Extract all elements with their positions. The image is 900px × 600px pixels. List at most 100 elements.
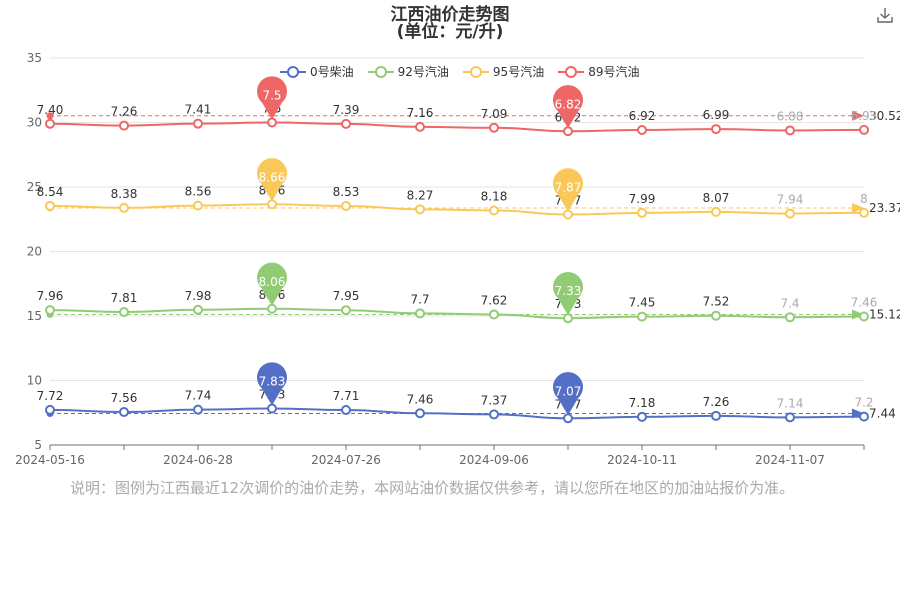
data-point [267, 199, 277, 210]
data-label: 7.81 [111, 291, 138, 305]
average-arrow [852, 203, 864, 214]
data-point [859, 124, 869, 135]
data-point [489, 409, 499, 420]
data-point [415, 408, 425, 419]
data-label: 7.2 [854, 396, 873, 410]
data-point [341, 200, 351, 211]
legend-item[interactable]: 0号柴油 [280, 63, 354, 80]
data-point [193, 118, 203, 129]
max-pin-label: 7.83 [259, 374, 286, 388]
series-line [49, 407, 865, 420]
data-label: 7.26 [111, 105, 138, 119]
min-pin [553, 85, 583, 129]
data-point [637, 411, 647, 422]
data-label: 7.40 [37, 103, 64, 117]
data-label: 7.46 [851, 296, 878, 310]
data-point [45, 118, 55, 129]
y-tick-label: 15 [27, 309, 42, 323]
data-point [711, 124, 721, 135]
y-tick-label: 25 [27, 180, 42, 194]
data-point [415, 204, 425, 215]
data-point [785, 312, 795, 323]
data-point [193, 404, 203, 415]
data-label: 7.52 [703, 295, 730, 309]
data-label: 7.71 [333, 389, 360, 403]
chart-legend: 0号柴油 92号汽油 95号汽油 89号汽油 [280, 63, 639, 80]
legend-item[interactable]: 89号汽油 [558, 63, 639, 80]
data-point [193, 304, 203, 315]
legend-swatch [367, 65, 394, 78]
data-point [785, 412, 795, 423]
data-label: 7.45 [629, 296, 656, 310]
series-line [49, 203, 865, 216]
x-tick-label: 2024-10-11 [607, 453, 677, 467]
data-point [415, 121, 425, 132]
data-point [711, 310, 721, 321]
data-label: 7.39 [333, 103, 360, 117]
data-point [637, 207, 647, 218]
data-label: 7.14 [777, 396, 804, 410]
legend-item[interactable]: 92号汽油 [367, 63, 449, 80]
data-point [859, 207, 869, 218]
data-label: 7.16 [407, 106, 434, 120]
legend-label: 92号汽油 [397, 65, 449, 79]
data-point [785, 125, 795, 136]
data-label: 7.95 [333, 289, 360, 303]
data-label: 7.46 [407, 392, 434, 406]
legend-label: 89号汽油 [588, 65, 640, 79]
chart-note: 说明：图例为江西最近12次调价的油价走势，本网站油价数据仅供参考，请以您所在地区… [70, 479, 795, 497]
data-label: 6.88 [777, 109, 804, 123]
data-label: 7.09 [481, 107, 508, 121]
max-pin-label: 8.66 [259, 170, 286, 184]
max-pin [257, 76, 287, 120]
data-label: 8.38 [111, 187, 138, 201]
legend-swatch [280, 65, 306, 78]
data-label: 7.62 [481, 293, 508, 307]
max-pin [257, 362, 287, 406]
data-label: 8.18 [481, 189, 508, 203]
max-pin [257, 158, 287, 202]
data-point [563, 313, 573, 324]
data-label: 7.99 [629, 192, 656, 206]
x-tick-label: 2024-06-28 [163, 453, 233, 467]
legend-swatch [558, 65, 585, 78]
average-label: 15.12 [869, 307, 900, 321]
min-pin-label: 7.87 [555, 180, 582, 194]
data-label: 7.41 [185, 103, 212, 117]
data-point [267, 117, 277, 128]
data-label: 7.18 [629, 396, 656, 410]
data-point [711, 206, 721, 217]
data-point [563, 209, 573, 220]
data-point [563, 126, 573, 137]
average-label: 7.44 [869, 407, 896, 421]
data-label: 7.94 [777, 193, 804, 207]
legend-label: 0号柴油 [310, 65, 354, 79]
download-icon[interactable] [876, 6, 894, 24]
data-point [341, 305, 351, 316]
data-label: 7.72 [37, 389, 64, 403]
data-label: 6.93 [851, 109, 878, 123]
data-point [119, 202, 129, 213]
data-label: 7.74 [185, 389, 212, 403]
max-pin-label: 7.5 [262, 89, 281, 103]
data-point [267, 303, 277, 314]
x-tick-label: 2024-11-07 [755, 453, 825, 467]
data-label: 7.96 [37, 289, 64, 303]
legend-item[interactable]: 95号汽油 [462, 63, 544, 80]
data-point [267, 403, 277, 414]
data-label: 8 [860, 192, 868, 206]
data-point [119, 406, 129, 417]
chart-subtitle: (单位：元/升) [396, 22, 504, 42]
data-label: 8.53 [333, 185, 360, 199]
average-label: 23.37 [869, 201, 900, 215]
data-label: 8.27 [407, 188, 434, 202]
data-point [45, 404, 55, 415]
data-label: 6.92 [629, 109, 656, 123]
data-label: 7.4 [780, 296, 799, 310]
series-line [49, 121, 865, 133]
y-tick-label: 20 [27, 245, 42, 259]
data-label: 7.7 [410, 292, 429, 306]
data-point [119, 120, 129, 131]
data-point [637, 311, 647, 322]
y-tick-label: 30 [27, 116, 42, 130]
